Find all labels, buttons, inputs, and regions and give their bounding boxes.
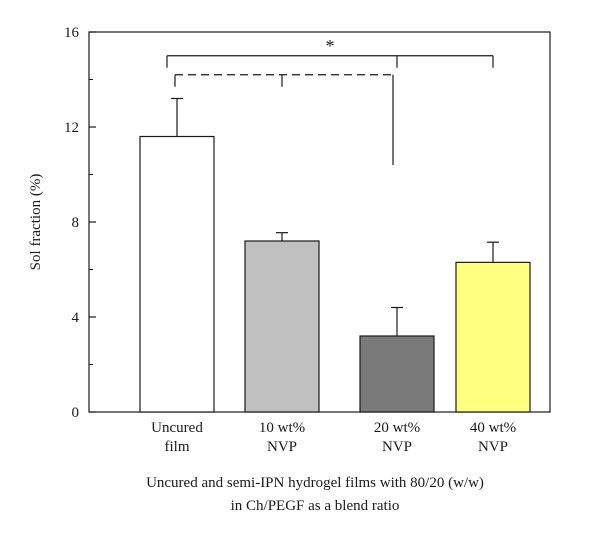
y-tick-label-3: 12 — [64, 120, 79, 136]
category-label-0-line-0: Uncured — [151, 420, 203, 436]
y-tick-label-1: 4 — [72, 310, 80, 326]
y-tick-label-2: 8 — [72, 215, 80, 231]
category-label-2-line-0: 20 wt% — [374, 420, 420, 436]
y-axis-title: Sol fraction (%) — [28, 174, 44, 271]
y-tick-label-0: 0 — [72, 405, 80, 421]
bar-3 — [455, 261, 531, 413]
x-axis-title-line-2: in Ch/PEGF as a blend ratio — [231, 498, 400, 514]
bar-2 — [359, 335, 435, 413]
y-axis-ticks: 0 4 8 12 16 — [64, 25, 96, 421]
significance-star: * — [326, 36, 335, 56]
category-label-2-line-1: NVP — [382, 439, 412, 455]
category-label-1-line-0: 10 wt% — [259, 420, 305, 436]
significance-brackets: * — [166, 36, 494, 165]
category-label-1-line-1: NVP — [267, 439, 297, 455]
category-label-3-line-0: 40 wt% — [470, 420, 516, 436]
category-label-0-line-1: film — [165, 439, 190, 455]
bar-0 — [139, 135, 215, 413]
x-axis-title-line-1: Uncured and semi-IPN hydrogel films with… — [146, 475, 484, 491]
bar-1 — [244, 240, 320, 413]
x-category-labels: Uncured film 10 wt% NVP 20 wt% NVP 40 wt% NVP — [151, 420, 516, 455]
error-bars — [171, 97, 499, 336]
y-tick-label-4: 16 — [64, 25, 80, 41]
bars — [139, 135, 531, 413]
category-label-3-line-1: NVP — [478, 439, 508, 455]
